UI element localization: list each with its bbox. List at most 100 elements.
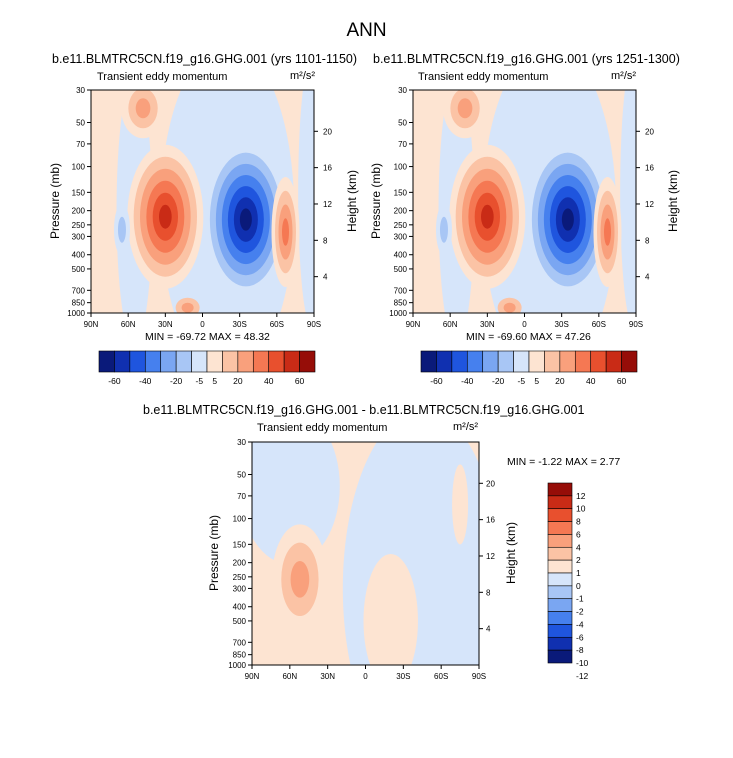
panel2-colorbar-label: -5 — [518, 376, 526, 386]
diff-colorbar-box — [547, 624, 573, 638]
panel3-pos-core-contour-2 — [290, 560, 310, 598]
panel1-sfc-pos-contour-1 — [181, 302, 194, 313]
panel2-pos-core-contour-5 — [481, 204, 494, 229]
panel1-height-tick-label: 8 — [323, 236, 328, 245]
diff-colorbar-box — [547, 636, 573, 651]
panel1-colorbar-box — [283, 350, 300, 373]
figure-title: ANN — [346, 20, 387, 41]
panel1-colorbar-label: 60 — [295, 376, 305, 386]
panel1-colorbar-box — [268, 350, 285, 373]
panel2-colorbar-label: -60 — [430, 376, 443, 386]
panel1-neg-core-contour-6 — [239, 208, 252, 231]
diff-colorbar-box — [547, 598, 573, 612]
panel1-pressure-tick-label: 200 — [72, 207, 86, 216]
panel3-units: m²/s² — [453, 421, 479, 433]
panel1-lat-tick-label: 30N — [158, 320, 173, 329]
diff-colorbar-label: 10 — [576, 504, 586, 514]
panel2-pressure-tick-label: 70 — [398, 140, 407, 149]
panel1-pos-core-contour-5 — [159, 204, 172, 229]
panel1-colorbar-label: -5 — [196, 376, 204, 386]
panel2-colorbar-box — [559, 350, 576, 373]
panel1-colorbar-box — [222, 350, 239, 373]
panel2-lat-tick-label: 60S — [592, 320, 606, 329]
panel2-pressure-tick-label: 150 — [394, 188, 408, 197]
panel2-pressure-tick-label: 400 — [394, 251, 408, 260]
panel2-variable-label: Transient eddy momentum — [418, 71, 549, 83]
panel3-lat-tick-label: 90S — [472, 672, 486, 681]
diff-colorbar-label: 8 — [576, 517, 581, 527]
diff-colorbar-label: -6 — [576, 632, 584, 642]
panel2-units: m²/s² — [611, 70, 637, 82]
panel2-height-tick-label: 4 — [645, 273, 650, 282]
panel2-neg-nh-contour-1 — [439, 216, 448, 243]
panel1-pressure-tick-label: 150 — [72, 188, 86, 197]
panel2-polar-blue — [620, 90, 636, 313]
panel1-pressure-tick-label: 300 — [72, 232, 86, 241]
panel3-pressure-tick-label: 850 — [233, 651, 247, 660]
panel1-pressure-tick-label: 850 — [72, 299, 86, 308]
panel2-pressure-tick-label: 1000 — [389, 309, 407, 318]
diff-colorbar-label: 2 — [576, 555, 581, 565]
panel2-colorbar-box — [621, 350, 638, 373]
panel3-case-title: b.e11.BLMTRC5CN.f19_g16.GHG.001 - b.e11.… — [143, 403, 585, 417]
diff-colorbar-label: -1 — [576, 594, 584, 604]
panel3-pos-polar — [452, 464, 469, 545]
panel3-pressure-tick-label: 30 — [237, 438, 246, 447]
diff-colorbar-label: -10 — [576, 658, 589, 668]
panel2-lat-tick-label: 0 — [522, 320, 527, 329]
panel1-case-title: b.e11.BLMTRC5CN.f19_g16.GHG.001 (yrs 110… — [52, 52, 358, 66]
panel2-pressure-tick-label: 700 — [394, 286, 408, 295]
panel1-variable-label: Transient eddy momentum — [97, 71, 228, 83]
panel1-colorbar-label: -60 — [108, 376, 121, 386]
panel2-pressure-tick-label: 200 — [394, 207, 408, 216]
panel2-strat-pos-contour-2 — [457, 98, 473, 119]
panel3-lat-tick-label: 30N — [320, 672, 335, 681]
panel3-pressure-tick-label: 50 — [237, 470, 246, 479]
panel2-pressure-tick-label: 50 — [398, 118, 407, 127]
diff-colorbar-label: -12 — [576, 671, 589, 681]
diff-colorbar-label: 1 — [576, 568, 581, 578]
diff-colorbar-label: 4 — [576, 542, 581, 552]
panel1-pressure-tick-label: 30 — [76, 86, 85, 95]
panel2-colorbar-label: -20 — [492, 376, 505, 386]
diff-colorbar-box — [547, 521, 573, 535]
diff-colorbar-box — [547, 559, 573, 574]
diff-colorbar-label: 6 — [576, 529, 581, 539]
panel2-sfc-pos-contour-1 — [503, 302, 516, 313]
panel2-colorbar-box — [544, 350, 561, 373]
panel3-lat-tick-label: 60N — [282, 672, 297, 681]
diff-colorbar-box — [547, 495, 573, 510]
panel1-lat-tick-label: 30S — [233, 320, 247, 329]
panel1-pressure-tick-label: 250 — [72, 221, 86, 230]
panel3-pressure-tick-label: 200 — [233, 559, 247, 568]
panel3-lat-tick-label: 0 — [363, 672, 368, 681]
panel3-height-tick-label: 16 — [486, 516, 495, 525]
panel2-colorbar-box — [451, 350, 468, 373]
panel3-field — [252, 442, 479, 665]
panel1-colorbar-label: -40 — [139, 376, 152, 386]
panel3-pressure-tick-label: 700 — [233, 638, 247, 647]
panel3-pos-strip — [363, 554, 418, 665]
panel1-colorbar-box — [175, 350, 192, 373]
panel1-strat-pos-contour-2 — [135, 98, 151, 119]
panel2-colorbar-box — [528, 350, 545, 373]
panel1-colorbar-label: 5 — [212, 376, 217, 386]
panel3-lat-tick-label: 90N — [245, 672, 260, 681]
panel3-pressure-tick-label: 70 — [237, 492, 246, 501]
panel1-pressure-tick-label: 400 — [72, 251, 86, 260]
panel3-lat-tick-label: 60S — [434, 672, 448, 681]
panel3-nh-blue — [252, 442, 340, 565]
panel2-colorbar-label: 20 — [555, 376, 565, 386]
panel2-pressure-tick-label: 250 — [394, 221, 408, 230]
panel2-colorbar-box — [482, 350, 499, 373]
panel1-minmax: MIN = -69.72 MAX = 48.32 — [145, 331, 270, 343]
panel1-pressure-tick-label: 700 — [72, 286, 86, 295]
panel2-lat-tick-label: 30S — [555, 320, 569, 329]
panel1-colorbar-box — [98, 350, 115, 373]
panel1-colorbar-box — [160, 350, 177, 373]
diff-colorbar-box — [547, 508, 573, 522]
diff-colorbar-box — [547, 585, 573, 600]
panel1-lat-tick-label: 60N — [121, 320, 136, 329]
panel2-colorbar-box — [497, 350, 514, 373]
